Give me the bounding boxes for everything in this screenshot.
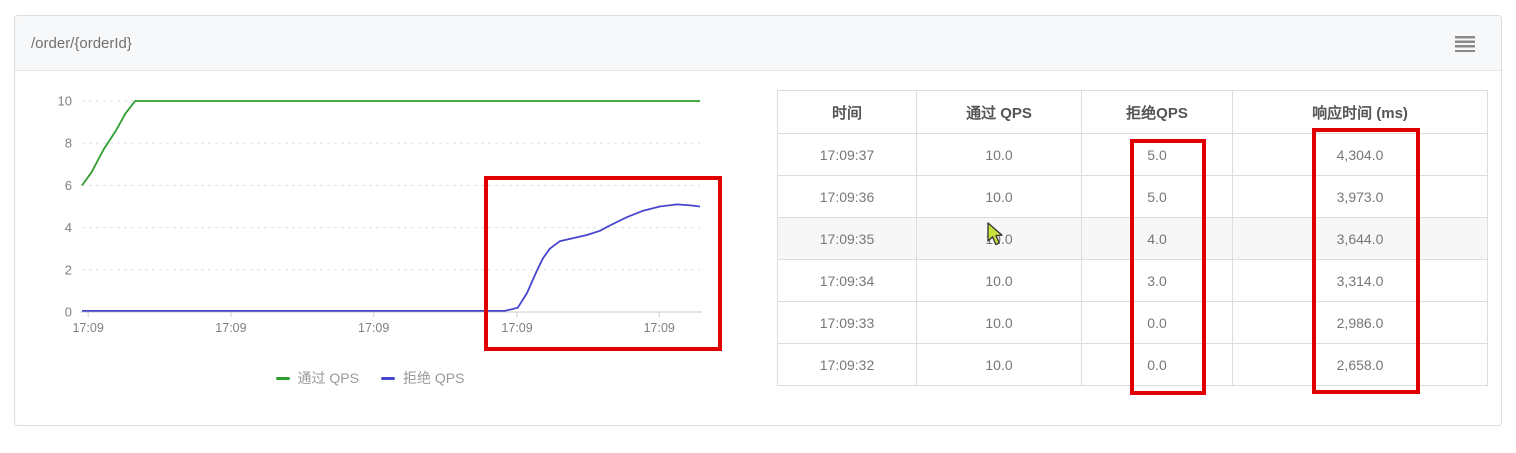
table-cell: 10.0 bbox=[916, 259, 1082, 302]
table-cell: 3.0 bbox=[1081, 259, 1233, 302]
svg-text:0: 0 bbox=[65, 305, 72, 320]
svg-text:8: 8 bbox=[65, 136, 72, 151]
legend-item-pass-qps[interactable]: 通过 QPS bbox=[275, 368, 359, 388]
table-cell: 2,986.0 bbox=[1232, 301, 1488, 344]
table-row[interactable]: 17:09:33 10.0 0.0 2,986.0 bbox=[777, 301, 1488, 344]
svg-text:17:09: 17:09 bbox=[215, 321, 246, 335]
table-cell: 3,314.0 bbox=[1232, 259, 1488, 302]
table-cell: 3,973.0 bbox=[1232, 175, 1488, 218]
column-header-pass-qps: 通过 QPS bbox=[916, 90, 1082, 134]
table-cell: 10.0 bbox=[916, 217, 1082, 260]
svg-text:17:09: 17:09 bbox=[358, 321, 389, 335]
legend-label: 拒绝 QPS bbox=[403, 370, 465, 386]
legend-label: 通过 QPS bbox=[297, 370, 359, 386]
table-cell: 17:09:33 bbox=[777, 301, 917, 344]
chart-legend: 通过 QPS 拒绝 QPS bbox=[20, 368, 720, 388]
column-header-response-time: 响应时间 (ms) bbox=[1232, 90, 1488, 134]
svg-text:6: 6 bbox=[65, 178, 72, 193]
svg-text:17:09: 17:09 bbox=[501, 321, 532, 335]
table-cell: 5.0 bbox=[1081, 175, 1233, 218]
table-header-row: 时间 通过 QPS 拒绝QPS 响应时间 (ms) bbox=[777, 90, 1488, 134]
table-cell: 10.0 bbox=[916, 133, 1082, 176]
column-header-reject-qps: 拒绝QPS bbox=[1081, 90, 1233, 134]
table-row[interactable]: 17:09:32 10.0 0.0 2,658.0 bbox=[777, 343, 1488, 386]
table-row[interactable]: 17:09:34 10.0 3.0 3,314.0 bbox=[777, 259, 1488, 302]
table-row[interactable]: 17:09:37 10.0 5.0 4,304.0 bbox=[777, 133, 1488, 176]
svg-text:2: 2 bbox=[65, 262, 72, 277]
table-row[interactable]: 17:09:36 10.0 5.0 3,973.0 bbox=[777, 175, 1488, 218]
table-cell: 0.0 bbox=[1081, 301, 1233, 344]
column-header-time: 时间 bbox=[777, 90, 917, 134]
table-cell: 4,304.0 bbox=[1232, 133, 1488, 176]
table-cell: 10.0 bbox=[916, 343, 1082, 386]
panel-title: /order/{orderId} bbox=[31, 34, 132, 52]
metrics-table: 时间 通过 QPS 拒绝QPS 响应时间 (ms) 17:09:37 10.0 5.… bbox=[777, 90, 1488, 386]
table-cell: 10.0 bbox=[916, 175, 1082, 218]
svg-text:4: 4 bbox=[65, 220, 72, 235]
svg-text:17:09: 17:09 bbox=[73, 321, 104, 335]
panel-header: /order/{orderId} bbox=[15, 16, 1501, 71]
svg-text:17:09: 17:09 bbox=[644, 321, 675, 335]
table-cell: 4.0 bbox=[1081, 217, 1233, 260]
table-cell: 3,644.0 bbox=[1232, 217, 1488, 260]
table-cell: 17:09:32 bbox=[777, 343, 917, 386]
qps-line-chart: 0 2 4 6 8 10 17:09 17:09 17:09 17:09 17:09 bbox=[20, 85, 740, 375]
table-cell: 0.0 bbox=[1081, 343, 1233, 386]
table-cell: 5.0 bbox=[1081, 133, 1233, 176]
table-cell: 17:09:36 bbox=[777, 175, 917, 218]
table-cell: 17:09:34 bbox=[777, 259, 917, 302]
table-row[interactable]: 17:09:35 10.0 4.0 3,644.0 bbox=[777, 217, 1488, 260]
hamburger-menu-icon[interactable] bbox=[1455, 36, 1475, 52]
table-cell: 10.0 bbox=[916, 301, 1082, 344]
table-cell: 17:09:37 bbox=[777, 133, 917, 176]
pass-qps-legend-dash-icon bbox=[275, 376, 290, 380]
table-cell: 2,658.0 bbox=[1232, 343, 1488, 386]
table-cell: 17:09:35 bbox=[777, 217, 917, 260]
svg-text:10: 10 bbox=[58, 94, 72, 109]
legend-item-reject-qps[interactable]: 拒绝 QPS bbox=[381, 368, 464, 388]
reject-qps-legend-dash-icon bbox=[381, 376, 395, 380]
